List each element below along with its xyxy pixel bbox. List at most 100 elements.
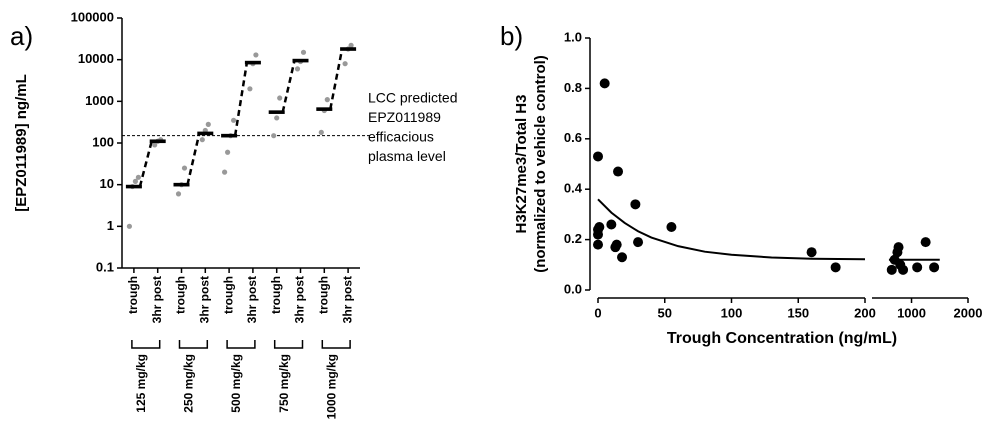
data-point <box>912 262 923 273</box>
x-tick-label: 3hr post <box>293 276 307 323</box>
y-tick-label: 1.0 <box>564 29 582 44</box>
y-tick-label: 100000 <box>71 9 114 24</box>
data-point <box>199 137 205 143</box>
x-axis-label: Trough Concentration (ng/mL) <box>667 330 897 347</box>
x-tick-label: 100 <box>721 305 743 320</box>
data-point <box>920 237 931 248</box>
data-point <box>348 42 354 48</box>
data-point <box>271 133 277 139</box>
data-point <box>633 237 644 248</box>
median-bar <box>316 107 333 111</box>
median-bar <box>221 133 238 138</box>
group-label: 750 mg/kg <box>277 354 291 413</box>
x-tick-label: 3hr post <box>340 276 354 323</box>
x-tick-label: trough <box>221 276 235 314</box>
y-axis-label: H3K27me3/Total H3 <box>513 95 530 234</box>
x-tick-label: 3hr post <box>245 276 259 323</box>
data-point <box>294 66 301 72</box>
data-point <box>613 166 624 177</box>
threshold-label: efficacious <box>368 129 434 145</box>
y-tick-label: 0.0 <box>564 281 582 296</box>
group-bracket <box>226 340 256 349</box>
median-connector <box>186 133 201 185</box>
x-tick-label: trough <box>269 276 283 314</box>
median-bar <box>197 131 214 136</box>
group-label: 500 mg/kg <box>229 354 243 413</box>
data-point <box>300 49 307 55</box>
group-label: 1000 mg/kg <box>324 354 338 419</box>
median-connector <box>233 62 249 136</box>
median-bar <box>268 110 285 114</box>
group-bracket <box>178 340 209 349</box>
panel-label: a) <box>10 21 33 51</box>
data-point <box>342 61 348 67</box>
data-point <box>666 222 677 232</box>
x-tick-label: 50 <box>658 305 672 320</box>
x-tick-label: trough <box>126 276 140 314</box>
data-point <box>175 191 182 197</box>
y-tick-label: 10 <box>100 176 114 191</box>
median-bar <box>340 47 357 51</box>
x-tick-label: trough <box>316 276 330 314</box>
threshold-label: plasma level <box>368 148 446 164</box>
data-point <box>593 239 603 250</box>
data-point <box>929 262 940 273</box>
data-point <box>617 252 628 263</box>
data-point <box>132 178 138 184</box>
panel-label: b) <box>500 21 523 51</box>
data-point <box>606 219 617 230</box>
median-connector <box>281 60 296 113</box>
data-point <box>152 142 158 148</box>
data-point <box>225 149 231 155</box>
x-tick-label: 2000 <box>954 305 983 320</box>
data-point <box>222 169 228 175</box>
y-tick-label: 0.6 <box>564 130 582 145</box>
y-tick-label: 0.1 <box>96 259 114 274</box>
y-axis-label: (normalized to vehicle control) <box>532 55 549 273</box>
median-connector <box>329 48 344 110</box>
data-point <box>830 262 841 273</box>
group-label: 125 mg/kg <box>134 354 148 413</box>
median-bar <box>149 139 166 144</box>
data-point <box>181 165 188 171</box>
fit-curve <box>597 198 866 261</box>
data-point <box>806 247 817 258</box>
median-bar <box>244 60 261 65</box>
x-tick-label: 3hr post <box>150 276 164 323</box>
x-tick-label: 3hr post <box>197 276 211 323</box>
median-bar <box>173 182 190 187</box>
group-bracket <box>131 340 161 349</box>
data-point <box>247 86 253 92</box>
data-point <box>126 223 132 229</box>
data-point <box>886 264 897 275</box>
data-point <box>593 151 603 162</box>
y-tick-label: 0.2 <box>564 231 582 246</box>
data-point <box>205 121 211 127</box>
group-label: 250 mg/kg <box>182 354 196 413</box>
threshold-label: EPZ011989 <box>368 109 441 125</box>
group-bracket <box>273 340 304 349</box>
x-tick-label: 150 <box>787 305 809 320</box>
data-point <box>594 222 605 232</box>
data-point <box>630 199 641 210</box>
data-point <box>324 97 330 103</box>
x-tick-label: 200 <box>854 305 876 320</box>
group-bracket <box>321 340 351 349</box>
data-point <box>599 78 610 89</box>
data-point <box>274 115 280 121</box>
y-axis-label: [EPZ011989] ng/mL <box>13 74 30 212</box>
y-tick-label: 100 <box>92 134 114 149</box>
data-point <box>135 174 141 180</box>
y-tick-label: 0.4 <box>564 181 583 196</box>
x-tick-label: 1000 <box>897 305 926 320</box>
y-tick-label: 10000 <box>78 51 114 66</box>
data-point <box>277 95 283 101</box>
data-point <box>893 242 904 253</box>
y-tick-label: 1000 <box>85 93 114 108</box>
data-point <box>611 239 622 250</box>
data-point <box>253 52 259 58</box>
data-point <box>231 117 237 123</box>
y-tick-label: 1 <box>107 218 114 233</box>
median-connector <box>138 140 153 187</box>
